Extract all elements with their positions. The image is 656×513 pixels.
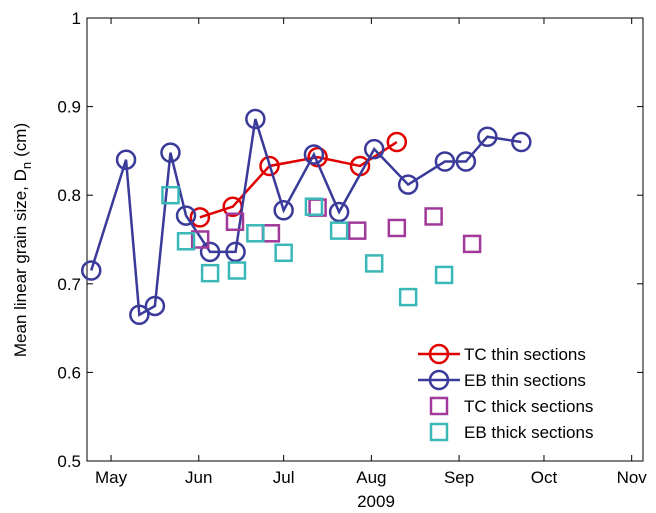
marker (455, 151, 477, 172)
legend-marker (428, 369, 450, 391)
y-label-unit: (cm) (11, 123, 30, 157)
marker (80, 260, 102, 281)
marker (160, 142, 181, 163)
marker (462, 234, 482, 254)
marker (227, 261, 247, 280)
legend-label: TC thick sections (464, 397, 593, 416)
y-label-main: Mean linear grain size, D (11, 169, 30, 357)
marker (115, 149, 137, 171)
marker (397, 174, 419, 195)
marker (386, 131, 408, 153)
y-tick-label: 0.6 (57, 363, 81, 382)
marker (477, 126, 498, 147)
marker (176, 232, 196, 251)
marker (347, 221, 367, 240)
x-tick-label: Jun (185, 468, 212, 487)
x-tick-label: Nov (617, 468, 648, 487)
x-tick-label: Aug (356, 468, 386, 487)
marker (161, 185, 180, 205)
marker (307, 146, 328, 168)
marker (434, 265, 454, 285)
legend-label: EB thick sections (464, 423, 593, 442)
marker (363, 138, 385, 160)
legend-marker (429, 422, 449, 442)
legend-label: TC thin sections (464, 345, 586, 364)
legend-label: EB thin sections (464, 371, 586, 390)
y-tick-label: 0.8 (57, 186, 81, 205)
marker (245, 108, 266, 130)
marker (511, 131, 532, 153)
marker (434, 151, 456, 172)
marker (175, 205, 197, 226)
marker (246, 224, 265, 243)
marker (387, 218, 407, 238)
marker (303, 144, 325, 165)
x-tick-label: Sep (444, 468, 474, 487)
marker (129, 304, 150, 326)
y-tick-label: 0.7 (57, 275, 81, 294)
marker (225, 241, 246, 263)
marker (304, 197, 324, 216)
y-axis-label: Mean linear grain size, Dn (cm) (11, 123, 34, 357)
marker (274, 243, 293, 263)
marker (225, 212, 245, 232)
y-tick-label: 0.5 (57, 452, 81, 471)
marker (144, 295, 166, 317)
marker (328, 201, 350, 223)
legend-marker (429, 396, 449, 416)
marker (273, 200, 294, 221)
y-label-sub: n (19, 162, 34, 169)
y-tick-label: 0.9 (57, 98, 81, 117)
marker (199, 241, 221, 263)
x-tick-label: Oct (531, 468, 558, 487)
x-tick-label: May (95, 468, 128, 487)
y-tick-label: 1 (72, 9, 81, 28)
x-axis-label: 2009 (357, 492, 395, 511)
x-tick-label: Jul (273, 468, 295, 487)
series-line (90, 118, 522, 317)
marker (364, 254, 384, 273)
marker (200, 263, 220, 283)
marker (398, 287, 418, 307)
marker (259, 155, 280, 177)
marker (329, 221, 349, 240)
marker (424, 207, 443, 226)
marker (189, 207, 211, 228)
marker (190, 230, 210, 249)
legend-marker (428, 343, 450, 365)
